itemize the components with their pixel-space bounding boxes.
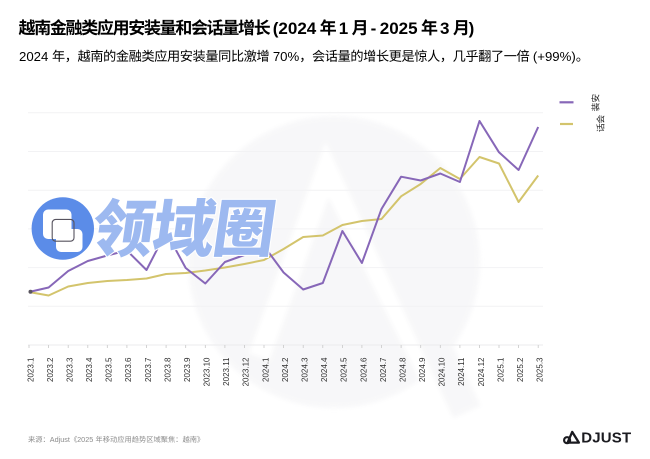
svg-text:2024: 2024: [19, 49, 48, 64]
svg-text:2024.5: 2024.5: [340, 357, 349, 382]
svg-text:2023.6: 2023.6: [124, 357, 133, 382]
svg-text:2024.10: 2024.10: [438, 357, 447, 386]
svg-text:2023.5: 2023.5: [105, 357, 114, 382]
svg-text:2023.7: 2023.7: [144, 357, 153, 382]
svg-text:2023.3: 2023.3: [65, 357, 74, 382]
svg-text:-: -: [371, 19, 377, 38]
svg-text:2025.1: 2025.1: [496, 357, 505, 382]
svg-text:2023.12: 2023.12: [242, 357, 251, 386]
svg-text:DJUST: DJUST: [581, 430, 631, 447]
svg-text:1: 1: [339, 19, 348, 38]
svg-text:2025: 2025: [77, 435, 93, 444]
svg-text:2024.3: 2024.3: [300, 357, 309, 382]
svg-text:): ): [469, 19, 475, 38]
svg-text:2023.1: 2023.1: [26, 357, 35, 382]
svg-text:2024.9: 2024.9: [418, 357, 427, 382]
svg-text:2023.11: 2023.11: [222, 357, 231, 386]
svg-text:Adjust: Adjust: [50, 435, 70, 444]
svg-text:2024.6: 2024.6: [359, 357, 368, 382]
svg-text:2024.2: 2024.2: [281, 357, 290, 382]
svg-text:2024.8: 2024.8: [398, 357, 407, 382]
svg-text:2024.11: 2024.11: [457, 357, 466, 386]
svg-text:2023.2: 2023.2: [46, 357, 55, 382]
svg-text:2024.12: 2024.12: [477, 357, 486, 386]
svg-text:2024.1: 2024.1: [261, 357, 270, 382]
svg-text:70%: 70%: [273, 49, 300, 64]
svg-text:2024.7: 2024.7: [379, 357, 388, 382]
svg-text:2023.10: 2023.10: [203, 357, 212, 386]
svg-text:2023.9: 2023.9: [183, 357, 192, 382]
svg-text:2025: 2025: [380, 19, 418, 38]
svg-text:2023.4: 2023.4: [85, 357, 94, 382]
svg-text:2025.3: 2025.3: [536, 357, 545, 382]
svg-text:(+99%): (+99%): [533, 49, 576, 64]
svg-text:2025.2: 2025.2: [516, 357, 525, 382]
svg-text:(2024: (2024: [273, 19, 317, 38]
svg-text:2023.8: 2023.8: [163, 357, 172, 382]
svg-text:2024.4: 2024.4: [320, 357, 329, 382]
svg-text:3: 3: [440, 19, 449, 38]
